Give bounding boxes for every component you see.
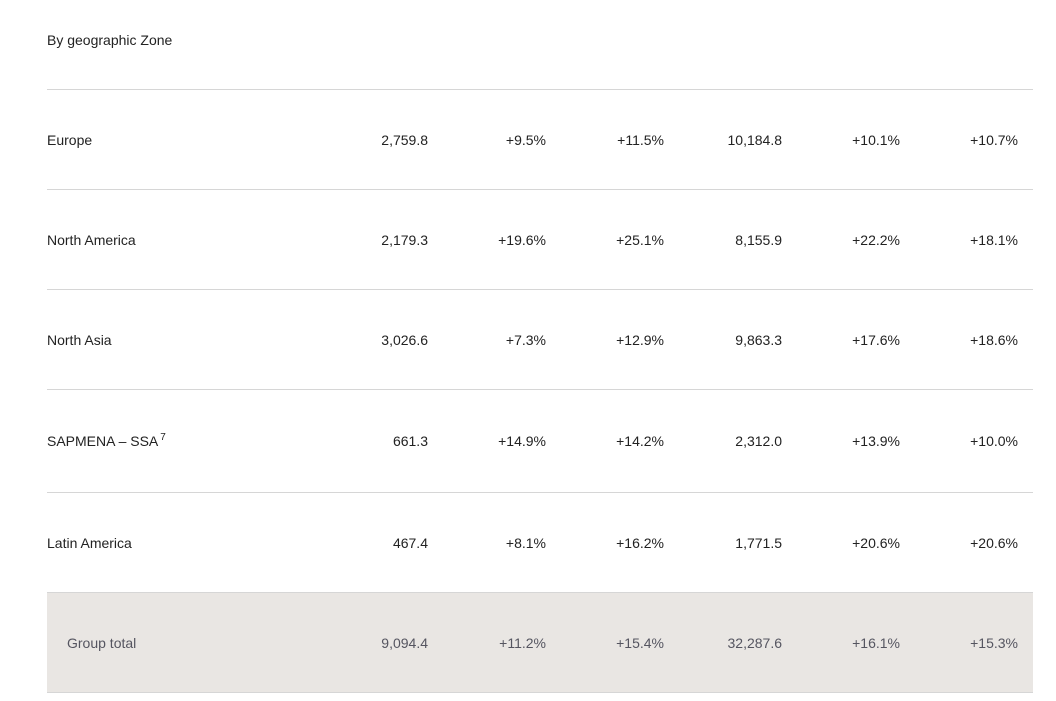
- total-label: Group total: [67, 634, 137, 651]
- total-value: 9,094.4: [381, 634, 428, 651]
- row-value: +9.5%: [505, 131, 546, 148]
- row-value: +7.3%: [505, 331, 546, 348]
- row-value: 2,759.8: [381, 131, 428, 148]
- row-value: 2,312.0: [735, 433, 782, 449]
- row-value: +13.9%: [852, 433, 900, 449]
- row-value: +18.1%: [970, 231, 1018, 248]
- total-value: +15.4%: [616, 634, 664, 651]
- table-heading: By geographic Zone: [47, 32, 173, 48]
- table-row: North Asia 3,026.6 +7.3% +12.9% 9,863.3 …: [47, 290, 1033, 390]
- table-row: Latin America 467.4 +8.1% +16.2% 1,771.5…: [47, 493, 1033, 593]
- row-value: +20.6%: [852, 534, 900, 551]
- table-row: Europe 2,759.8 +9.5% +11.5% 10,184.8 +10…: [47, 90, 1033, 190]
- row-value: +20.6%: [970, 534, 1018, 551]
- row-value: 1,771.5: [735, 534, 782, 551]
- row-value: 10,184.8: [727, 131, 783, 148]
- row-value: 2,179.3: [381, 231, 428, 248]
- row-value: +10.7%: [970, 131, 1018, 148]
- row-value: 9,863.3: [735, 331, 782, 348]
- total-value: +11.2%: [499, 634, 546, 651]
- row-value: +11.5%: [617, 131, 664, 148]
- total-value: +15.3%: [970, 634, 1018, 651]
- row-value: +25.1%: [616, 231, 664, 248]
- table-row: North America 2,179.3 +19.6% +25.1% 8,15…: [47, 190, 1033, 290]
- row-value: +12.9%: [616, 331, 664, 348]
- row-value: 467.4: [392, 534, 428, 551]
- row-value: +10.0%: [970, 433, 1018, 449]
- row-label: Europe: [47, 131, 93, 148]
- row-value: +8.1%: [505, 534, 546, 551]
- table-row: SAPMENA – SSA 7 661.3 +14.9% +14.2% 2,312…: [47, 390, 1033, 493]
- row-value: 8,155.9: [735, 231, 782, 248]
- row-value: +22.2%: [852, 231, 900, 248]
- total-value: +16.1%: [852, 634, 900, 651]
- row-value: +19.6%: [498, 231, 546, 248]
- row-label-text: SAPMENA – SSA: [47, 433, 159, 449]
- row-value: +18.6%: [970, 331, 1018, 348]
- row-value: +14.2%: [616, 433, 664, 449]
- row-label: North Asia: [47, 331, 112, 348]
- row-value: +14.9%: [498, 433, 546, 449]
- geographic-zone-table: Europe 2,759.8 +9.5% +11.5% 10,184.8 +10…: [47, 89, 1033, 693]
- row-value: 661.3: [392, 433, 428, 449]
- footnote-marker: 7: [160, 432, 166, 443]
- group-total-row: Group total 9,094.4 +11.2% +15.4% 32,287…: [47, 593, 1033, 693]
- row-value: +17.6%: [852, 331, 900, 348]
- row-value: 3,026.6: [381, 331, 428, 348]
- row-label: North America: [47, 231, 136, 248]
- total-value: 32,287.6: [727, 634, 783, 651]
- row-label: SAPMENA – SSA 7: [47, 431, 166, 451]
- row-label: Latin America: [47, 534, 132, 551]
- row-value: +16.2%: [616, 534, 664, 551]
- row-value: +10.1%: [852, 131, 900, 148]
